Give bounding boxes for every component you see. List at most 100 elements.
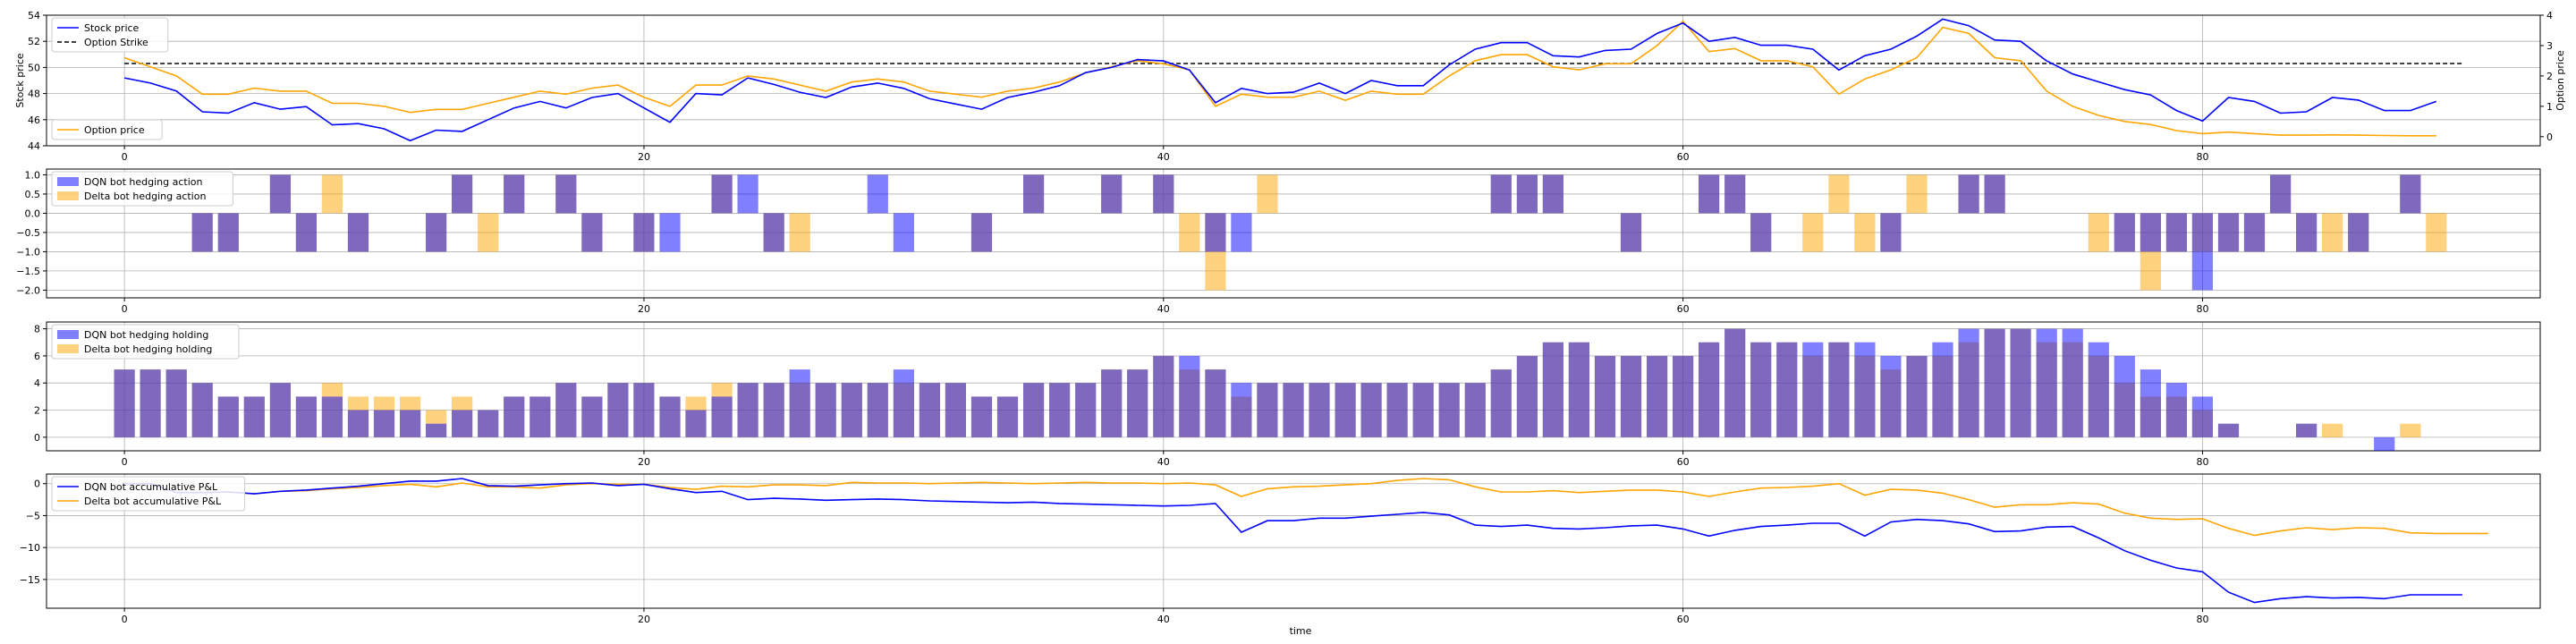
dqn-bar <box>1101 369 1123 437</box>
legend-swatch-delta <box>57 191 79 200</box>
legend-swatch-dqn <box>57 177 79 186</box>
dqn-bar <box>426 213 447 252</box>
axes-frame <box>46 321 2541 452</box>
dqn-bar <box>1620 355 1642 437</box>
x-tick-label: 20 <box>638 456 650 468</box>
delta-bar <box>478 213 499 252</box>
dqn-bar <box>763 213 784 252</box>
dqn-bar <box>789 369 810 437</box>
y-right-tick-label: 0 <box>2546 131 2553 143</box>
dqn-bar <box>1257 383 1278 437</box>
delta-bar <box>789 213 810 252</box>
x-tick-label: 0 <box>122 456 128 468</box>
dqn-bar <box>2010 328 2031 437</box>
y-right-tick-label: 3 <box>2546 40 2553 52</box>
dqn-bar <box>737 174 758 214</box>
dqn-bar <box>2165 213 2187 252</box>
dqn-bar <box>2165 383 2187 437</box>
dqn-bar <box>1153 355 1174 437</box>
y-tick-label: 8 <box>34 324 40 335</box>
dqn-bar <box>504 174 525 214</box>
legend-label-dqn-pnl: DQN bot accumulative P&L <box>84 481 218 493</box>
y-tick-label: 1.0 <box>25 169 41 181</box>
dqn-bar <box>1283 383 1304 437</box>
stock-price-line <box>123 18 2437 142</box>
y-tick-label: 6 <box>34 351 40 362</box>
dqn-bar <box>2243 213 2266 252</box>
dqn-bar <box>2114 213 2135 252</box>
dqn-bar <box>1880 213 1902 252</box>
dqn-bar <box>2191 396 2213 437</box>
x-tick-label: 80 <box>2196 303 2208 315</box>
dqn-bar <box>504 396 525 437</box>
dqn-pnl-line <box>124 478 2462 604</box>
dqn-bar <box>633 383 655 437</box>
legend-label-delta: Delta bot hedging action <box>84 191 206 202</box>
dqn-bar <box>191 383 213 437</box>
legend-swatch-dqn <box>57 330 79 339</box>
dqn-bar <box>321 396 343 437</box>
dqn-bar <box>347 410 369 437</box>
dqn-bar <box>1802 342 1824 437</box>
y-tick-label: 4 <box>34 377 40 389</box>
legend-label-dqn: DQN bot hedging action <box>84 176 202 188</box>
y-tick-label: −1.5 <box>16 266 40 277</box>
dqn-bar <box>191 213 213 252</box>
x-tick-label: 80 <box>2196 151 2208 163</box>
dqn-bar <box>295 213 317 252</box>
x-tick-label: 40 <box>1157 151 1170 163</box>
dqn-bar <box>1309 383 1330 437</box>
dqn-bar <box>1153 174 1174 214</box>
dqn-bar <box>711 174 733 214</box>
axes-frame <box>46 168 2541 299</box>
dqn-bar <box>659 396 681 437</box>
dqn-bar <box>659 213 681 252</box>
dqn-bar <box>1101 174 1123 214</box>
dqn-bar <box>295 396 317 437</box>
dqn-bar <box>1568 342 1589 437</box>
dqn-bar <box>996 396 1019 437</box>
dqn-bar <box>945 383 966 437</box>
y-tick-label: −0.5 <box>16 227 40 239</box>
dqn-bar <box>269 383 291 437</box>
option-price-line <box>123 20 2436 137</box>
dqn-bar <box>2217 423 2240 437</box>
y-tick-label: 0 <box>34 479 40 490</box>
dqn-bar <box>2140 213 2161 252</box>
dqn-bar <box>1205 213 1226 252</box>
dqn-bar <box>581 396 603 437</box>
delta-bar <box>1257 174 1278 214</box>
x-tick-label: 60 <box>1677 303 1690 315</box>
dqn-bar <box>1750 213 1772 252</box>
dqn-bar <box>1542 342 1563 437</box>
delta-bar <box>1854 213 1876 252</box>
y-tick-label: 46 <box>28 114 40 126</box>
pnl-panel: −15 −10 −5 0 0 20 40 60 80 DQN bot accumulative P… <box>20 473 2541 625</box>
dqn-bar <box>1699 174 1720 214</box>
dqn-bar <box>581 213 603 252</box>
dqn-bar <box>2036 328 2057 437</box>
dqn-bar <box>2062 328 2083 437</box>
dqn-bar <box>685 410 707 437</box>
dqn-bar <box>426 423 447 437</box>
dqn-bar <box>1386 383 1408 437</box>
dqn-bar <box>530 396 551 437</box>
hedging-action-panel: −2.0 −1.5 −1.0 −0.5 0.0 0.5 1.0 0 20 40 60 80 DQN bo… <box>16 168 2541 315</box>
x-tick-label: 40 <box>1157 614 1170 625</box>
dqn-bar <box>269 174 291 214</box>
dqn-bar <box>400 410 421 437</box>
dqn-bar <box>1205 369 1226 437</box>
dqn-bar <box>2348 213 2369 252</box>
x-tick-label: 40 <box>1157 456 1170 468</box>
dqn-bar <box>893 213 914 252</box>
dqn-bar <box>633 213 655 252</box>
dqn-bar <box>970 396 993 437</box>
x-tick-label: 0 <box>122 151 128 163</box>
y-right-tick-label: 4 <box>2546 10 2553 21</box>
dqn-bar <box>1049 383 1071 437</box>
x-tick-label: 20 <box>638 303 650 315</box>
dqn-bar <box>555 383 577 437</box>
x-tick-label: 20 <box>638 614 650 625</box>
dqn-bar <box>1179 355 1200 437</box>
